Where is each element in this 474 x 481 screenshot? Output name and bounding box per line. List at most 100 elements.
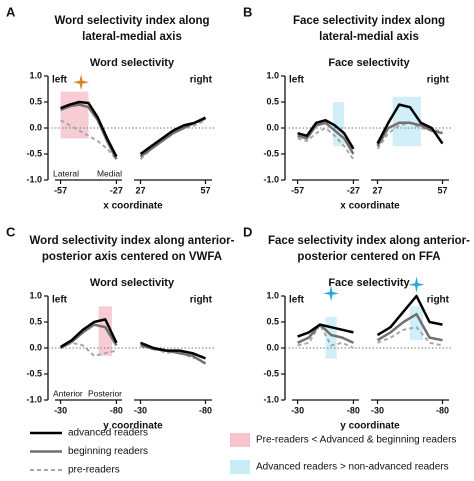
panel-title: posterior axis centered on VWFA <box>42 251 222 263</box>
legend-region-label: Pre-readers < Advanced & beginning reade… <box>256 435 456 446</box>
series-line <box>297 127 355 160</box>
y-tick-label: 1.0 <box>266 290 279 300</box>
panel-title: Face selectivity index along <box>293 15 445 27</box>
x-tick-label: 27 <box>135 185 145 195</box>
series-line <box>60 119 118 160</box>
y-tick-label: 0.0 <box>29 342 42 352</box>
y-tick-label: 0.5 <box>266 96 279 106</box>
panel-subtitle: Word selectivity <box>90 277 175 289</box>
x-axis-label: x coordinate <box>340 201 400 212</box>
panel-title: Word selectivity index along anterior- <box>30 235 235 247</box>
significance-star <box>408 276 425 293</box>
significance-star <box>73 74 90 91</box>
x-tick-label: -80 <box>436 405 449 415</box>
panel-letter: C <box>6 224 16 239</box>
corner-label: left <box>289 295 305 306</box>
end-label: Medial <box>97 168 122 178</box>
end-label: Anterior <box>53 388 83 398</box>
y-tick-label: 0.5 <box>266 316 279 326</box>
y-tick-label: -1.0 <box>263 394 279 404</box>
legend-region-swatch <box>230 460 250 474</box>
x-axis-label: y coordinate <box>340 421 400 432</box>
panel-title: Face selectivity index along anterior- <box>268 235 470 247</box>
series-line <box>376 312 443 342</box>
panel-title: lateral-medial axis <box>319 31 419 43</box>
y-tick-label: 0.0 <box>266 122 279 132</box>
series-line <box>139 116 207 156</box>
x-tick-label: -80 <box>347 405 360 415</box>
x-tick-label: 57 <box>437 185 447 195</box>
panel-letter: B <box>243 4 252 19</box>
series-line <box>59 318 118 349</box>
y-tick-label: 1.0 <box>29 290 42 300</box>
series-line <box>297 118 355 150</box>
panel-subtitle: Face selectivity <box>328 277 410 289</box>
series-line <box>376 121 443 147</box>
series-line <box>140 341 206 360</box>
x-tick-label: -80 <box>110 405 123 415</box>
y-tick-label: 0.0 <box>266 342 279 352</box>
legend-label: advanced readers <box>68 428 148 439</box>
highlight-region <box>392 96 421 147</box>
y-tick-label: 0.5 <box>29 96 42 106</box>
corner-label: left <box>289 75 305 86</box>
y-tick-label: 0.5 <box>29 316 42 326</box>
x-tick-label: -57 <box>291 185 304 195</box>
highlight-region <box>98 306 112 356</box>
x-tick-label: -27 <box>110 185 123 195</box>
legend-region-swatch <box>230 433 250 447</box>
corner-label: right <box>427 295 450 306</box>
y-tick-label: 1.0 <box>266 70 279 80</box>
series-line <box>376 103 444 145</box>
legend-label: pre-readers <box>68 465 120 476</box>
x-tick-label: -30 <box>134 405 147 415</box>
legend-region-label: Advanced readers > non-advanced readers <box>256 462 449 473</box>
x-tick-label: -80 <box>199 405 212 415</box>
y-tick-label: -0.5 <box>26 368 42 378</box>
y-tick-label: -1.0 <box>26 174 42 184</box>
corner-label: right <box>190 75 213 86</box>
x-tick-label: -30 <box>371 405 384 415</box>
series-line <box>297 323 354 349</box>
series-line <box>297 323 354 338</box>
highlight-region <box>60 91 89 139</box>
x-axis-label: y coordinate <box>103 421 163 432</box>
series-line <box>376 294 443 337</box>
x-tick-label: 27 <box>372 185 382 195</box>
panel-title: posterior centered on FFA <box>297 251 440 263</box>
y-tick-label: 0.0 <box>29 122 42 132</box>
corner-label: left <box>52 295 68 306</box>
legend-label: beginning readers <box>68 446 148 457</box>
panel-subtitle: Face selectivity <box>328 57 410 69</box>
y-tick-label: 1.0 <box>29 70 42 80</box>
y-tick-label: -1.0 <box>263 174 279 184</box>
y-tick-label: -0.5 <box>26 148 42 158</box>
x-tick-label: -30 <box>291 405 304 415</box>
x-axis-label: x coordinate <box>103 201 163 212</box>
end-label: Posterior <box>88 388 122 398</box>
corner-label: right <box>190 295 213 306</box>
series-line <box>377 326 443 347</box>
highlight-region <box>332 102 345 147</box>
panel-subtitle: Word selectivity <box>90 57 175 69</box>
panel-letter: D <box>243 224 252 239</box>
series-line <box>59 323 118 350</box>
series-line <box>297 323 354 344</box>
series-line <box>297 121 355 155</box>
corner-label: right <box>427 75 450 86</box>
series-line <box>60 100 118 158</box>
series-line <box>139 119 206 160</box>
y-tick-label: -0.5 <box>263 148 279 158</box>
x-tick-label: 57 <box>200 185 210 195</box>
panel-letter: A <box>6 4 16 19</box>
panel-title: lateral-medial axis <box>82 31 182 43</box>
y-tick-label: -0.5 <box>263 368 279 378</box>
highlight-region <box>325 316 337 359</box>
x-tick-label: -57 <box>54 185 67 195</box>
significance-star <box>323 285 340 302</box>
y-tick-label: -1.0 <box>26 394 42 404</box>
corner-label: left <box>52 75 68 86</box>
x-tick-label: -27 <box>347 185 360 195</box>
panel-title: Word selectivity index along <box>54 15 209 27</box>
